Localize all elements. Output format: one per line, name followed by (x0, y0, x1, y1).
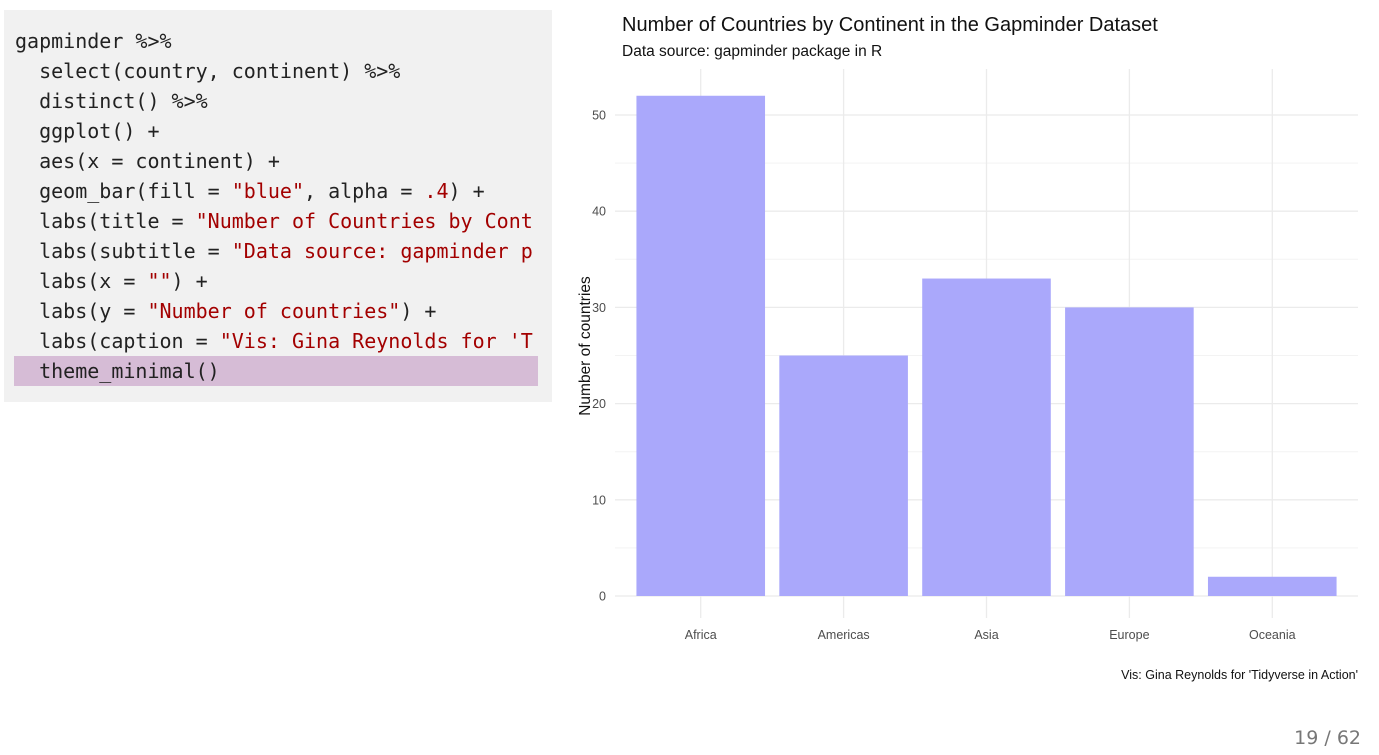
code-token: distinct() %>% (15, 89, 208, 113)
code-panel: gapminder %>% select(country, continent)… (4, 10, 552, 402)
code-token: aes(x = continent) + (15, 149, 280, 173)
code-line: labs(caption = "Vis: Gina Reynolds for '… (4, 326, 533, 356)
code-token: gapminder %>% (15, 29, 172, 53)
code-token: ) + (171, 269, 208, 293)
code-line: labs(title = "Number of Countries by Con… (4, 206, 533, 236)
bar-asia (922, 278, 1051, 596)
code-token: labs(caption = (15, 329, 220, 353)
code-line: distinct() %>% (4, 86, 208, 116)
bar-africa (636, 95, 766, 596)
bar-americas (779, 355, 908, 596)
code-token: ) + (400, 299, 437, 323)
code-token: labs(subtitle = (15, 239, 232, 263)
y-tick-label: 50 (592, 109, 606, 123)
x-tick-label: Africa (685, 628, 717, 642)
code-line: labs(y = "Number of countries") + (4, 296, 436, 326)
code-token: "Vis: Gina Reynolds for 'T (219, 329, 533, 353)
bar-chart: 0 10 20 30 40 50 Africa Americas Asia Europe Ocean… (592, 69, 1358, 642)
chart-subtitle: Data source: gapminder package in R (622, 43, 883, 60)
y-tick-label: 10 (592, 493, 606, 507)
code-line: labs(x = "") + (4, 266, 208, 296)
x-tick-label: Europe (1109, 628, 1149, 642)
bar-europe (1065, 307, 1194, 596)
code-token: geom_bar(fill = (15, 179, 232, 203)
chart-caption: Vis: Gina Reynolds for 'Tidyverse in Act… (1121, 668, 1358, 682)
bar-oceania (1207, 576, 1337, 596)
code-token: "Number of countries" (147, 299, 401, 323)
x-tick-label: Oceania (1249, 628, 1296, 642)
code-token: , alpha = (304, 179, 425, 203)
code-line: select(country, continent) %>% (4, 56, 400, 86)
code-token: select(country, continent) %>% (15, 59, 401, 83)
page-number: 19 / 62 (1294, 727, 1361, 749)
code-token: theme_minimal() (15, 359, 220, 383)
code-token: labs(y = (15, 299, 148, 323)
code-token: "" (147, 269, 172, 293)
code-line: geom_bar(fill = "blue", alpha = .4) + (4, 176, 485, 206)
code-token: .4 (424, 179, 449, 203)
y-tick-label: 30 (592, 301, 606, 315)
y-tick-label: 40 (592, 205, 606, 219)
y-tick-label: 20 (592, 397, 606, 411)
x-tick-label: Asia (974, 628, 998, 642)
code-token: labs(title = (15, 209, 196, 233)
code-line: labs(subtitle = "Data source: gapminder … (4, 236, 533, 266)
code-token: labs(x = (15, 269, 148, 293)
code-line: aes(x = continent) + (4, 146, 280, 176)
x-tick-label: Americas (818, 628, 870, 642)
code-line: gapminder %>% (4, 26, 172, 56)
code-line-highlighted: theme_minimal() (14, 356, 538, 386)
chart-title: Number of Countries by Continent in the … (622, 14, 1158, 36)
code-line: ggplot() + (4, 116, 160, 146)
code-token: "blue" (231, 179, 304, 203)
code-token: "Number of Countries by Cont (195, 209, 533, 233)
code-token: ggplot() + (15, 119, 160, 143)
code-token: "Data source: gapminder p (231, 239, 533, 263)
code-token: ) + (448, 179, 485, 203)
y-tick-label: 0 (599, 590, 606, 604)
